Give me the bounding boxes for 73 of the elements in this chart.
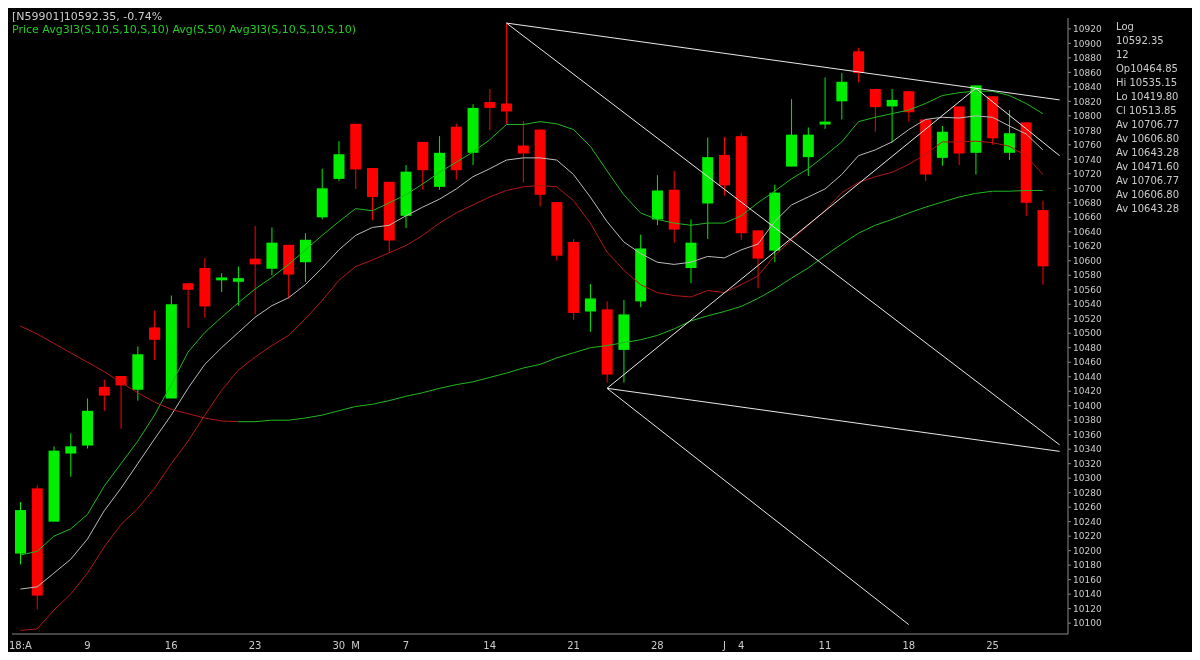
y-tick-label: 10920 — [1073, 24, 1102, 35]
y-tick-label: 10780 — [1073, 125, 1102, 136]
y-tick-label: 10840 — [1073, 82, 1102, 93]
text: Price Avg3I3(S,10,S,10,S,10) Avg(S,50) Avg3I3(S,10,S,10,S,10) — [12, 23, 356, 36]
y-tick-label: 10220 — [1073, 531, 1102, 542]
y-tick-label: 10140 — [1073, 589, 1102, 600]
x-tick-label: 23 — [248, 640, 262, 652]
y-tick-label: 10360 — [1073, 429, 1102, 440]
y-tick-label: 10400 — [1073, 400, 1102, 411]
y-tick-label: 10200 — [1073, 545, 1102, 556]
x-tick-label: 14 — [483, 640, 497, 652]
y-tick-label: 10460 — [1073, 357, 1102, 368]
y-tick-label: 10100 — [1073, 618, 1102, 629]
y-tick-label: 10800 — [1073, 111, 1102, 122]
y-tick-label: 10540 — [1073, 299, 1102, 310]
text: Cl 10513.85 — [1116, 104, 1178, 118]
y-tick-label: 10160 — [1073, 574, 1102, 585]
y-tick-label: 10720 — [1073, 169, 1102, 180]
x-tick-label: M — [351, 640, 360, 652]
y-tick-label: 10280 — [1073, 487, 1102, 498]
y-tick-label: 10300 — [1073, 473, 1102, 484]
y-tick-label: 10620 — [1073, 241, 1102, 252]
x-tick-label: 4 — [737, 640, 745, 652]
y-tick-label: 10240 — [1073, 516, 1102, 527]
chart-title: [N59901]10592.35, -0.74% — [12, 10, 164, 23]
text: Log — [1116, 20, 1135, 34]
y-tick-label: 10120 — [1073, 603, 1102, 614]
x-tick-label: 30 — [332, 640, 346, 652]
x-tick-label: 7 — [402, 640, 410, 652]
y-tick-label: 10700 — [1073, 183, 1102, 194]
y-tick-label: 10260 — [1073, 502, 1102, 513]
text: 12 — [1116, 48, 1130, 62]
y-tick-label: 10600 — [1073, 255, 1102, 266]
text: Av 10706.77 — [1116, 174, 1180, 188]
y-tick-label: 10440 — [1073, 371, 1102, 382]
text: Op10464.85 — [1116, 62, 1179, 76]
x-tick-label: 11 — [818, 640, 832, 652]
y-tick-label: 10520 — [1073, 313, 1102, 324]
text: Hi 10535.15 — [1116, 76, 1179, 90]
y-tick-label: 10880 — [1073, 53, 1102, 64]
text: Av 10606.80 — [1116, 132, 1180, 146]
y-tick-label: 10180 — [1073, 560, 1102, 571]
y-tick-label: 10640 — [1073, 226, 1102, 237]
y-tick-label: 10320 — [1073, 458, 1102, 469]
text: Av 10643.28 — [1116, 146, 1180, 160]
y-tick-label: 10760 — [1073, 140, 1102, 151]
y-tick-label: 10820 — [1073, 96, 1102, 107]
text: 10592.35 — [1116, 34, 1165, 48]
y-tick-label: 10580 — [1073, 270, 1102, 281]
x-tick-label: 21 — [567, 640, 580, 652]
y-tick-label: 10900 — [1073, 38, 1102, 49]
text: Av 10643.28 — [1116, 202, 1180, 216]
x-tick-label: 18 — [902, 640, 916, 652]
y-tick-label: 10740 — [1073, 154, 1102, 165]
y-tick-label: 10680 — [1073, 198, 1102, 208]
y-tick-label: 10500 — [1073, 328, 1102, 339]
text: Av 10471.60 — [1116, 160, 1180, 174]
y-tick-label: 10380 — [1073, 415, 1102, 426]
y-tick-label: 10560 — [1073, 284, 1102, 295]
x-tick-label: 9 — [84, 640, 91, 652]
y-tick-label: 10420 — [1073, 386, 1102, 397]
y-tick-label: 10340 — [1073, 444, 1102, 455]
text: Av 10606.80 — [1116, 188, 1180, 202]
y-tick-label: 10480 — [1073, 342, 1102, 353]
y-tick-label: 10860 — [1073, 67, 1102, 78]
x-tick-label: 16 — [164, 640, 178, 652]
x-tick-label: 18:A — [8, 640, 33, 652]
y-tick-label: 10660 — [1073, 212, 1102, 223]
x-tick-label: 28 — [650, 640, 664, 652]
x-tick-label: J — [721, 640, 726, 652]
text: Lo 10419.80 — [1116, 90, 1180, 104]
x-tick-label: 25 — [986, 640, 999, 652]
text: Av 10706.77 — [1116, 118, 1180, 132]
